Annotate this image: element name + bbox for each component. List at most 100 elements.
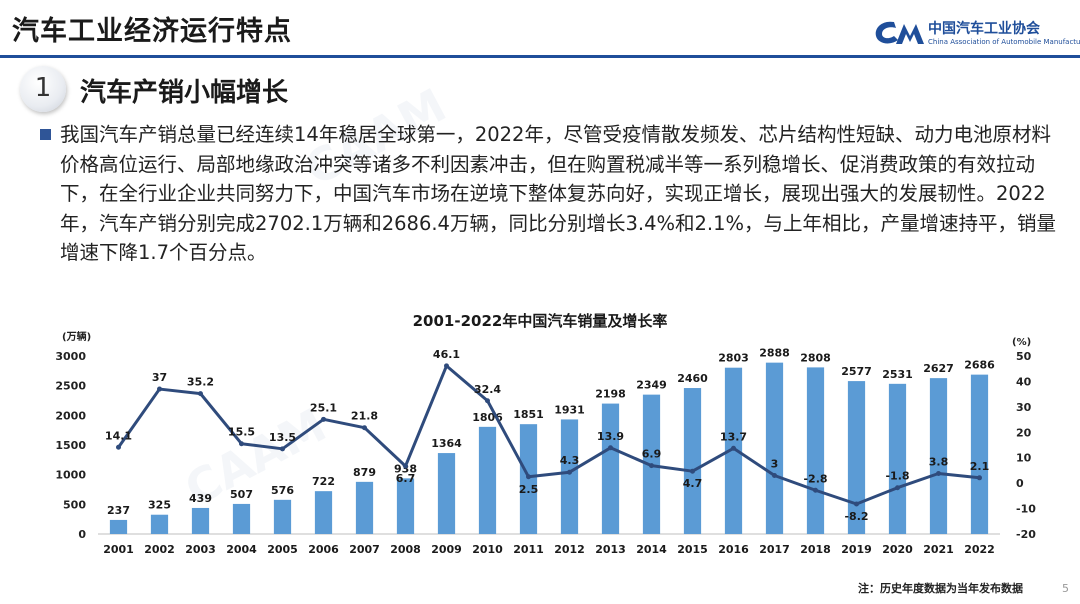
x-axis-tick: 2011 [513, 543, 544, 556]
growth-rate-point [567, 469, 572, 475]
section-heading: 1 汽车产销小幅增长 [0, 66, 600, 112]
left-axis-tick: 2000 [55, 409, 86, 422]
left-axis-tick: 500 [63, 498, 86, 511]
growth-rate-label: 6.7 [396, 472, 416, 485]
bullet-square-icon [40, 129, 51, 140]
x-axis-tick: 2002 [144, 543, 175, 556]
x-axis-tick: 2005 [267, 543, 298, 556]
growth-rate-label: -8.2 [844, 510, 868, 523]
growth-rate-point [157, 386, 162, 392]
sales-bar-label: 439 [189, 492, 212, 505]
x-axis-tick: 2006 [308, 543, 339, 556]
growth-rate-label: 3 [771, 458, 779, 471]
sales-bar [109, 519, 128, 534]
growth-rate-point [854, 501, 859, 507]
growth-rate-label: 13.9 [597, 430, 624, 443]
sales-bar [437, 453, 456, 534]
left-axis-tick: 1000 [55, 469, 86, 482]
sales-bar [765, 362, 784, 534]
growth-rate-label: 13.5 [269, 431, 296, 444]
right-axis-tick: 0 [1016, 477, 1024, 490]
growth-rate-point [649, 463, 654, 469]
body-paragraph: 我国汽车产销总量已经连续14年稳居全球第一，2022年，尽管受疫情散发频发、芯片… [60, 123, 1057, 264]
sales-bar-label: 2888 [759, 347, 790, 360]
sales-bar-label: 2460 [677, 372, 708, 385]
sales-bar-label: 576 [271, 484, 294, 497]
sales-bar [724, 367, 743, 534]
growth-rate-line [117, 364, 980, 506]
right-axis-tick: -10 [1016, 503, 1036, 516]
x-axis-tick: 2019 [841, 543, 872, 556]
growth-rate-label: 2.1 [970, 460, 990, 473]
sales-bar [355, 481, 374, 534]
right-axis-tick: -20 [1016, 528, 1036, 541]
footnote: 注：历史年度数据为当年发布数据 [858, 582, 1023, 595]
x-axis-tick: 2004 [226, 543, 257, 556]
growth-rate-label: 21.8 [351, 410, 378, 423]
sales-bar [314, 491, 333, 534]
growth-rate-label: 14.1 [105, 429, 132, 442]
growth-rate-label: 4.7 [683, 477, 703, 490]
caam-logo-icon [875, 21, 924, 44]
x-axis-tick: 2008 [390, 543, 421, 556]
sales-bar [232, 503, 251, 534]
x-axis-tick: 2018 [800, 543, 831, 556]
right-axis-tick: 40 [1016, 375, 1032, 388]
sales-bar [888, 383, 907, 534]
growth-rate-point [731, 445, 736, 451]
sales-growth-chart: 2001-2022年中国汽车销量及增长率(万辆) (%)0500100015002… [55, 312, 1036, 556]
right-axis-tick: 20 [1016, 426, 1032, 439]
sales-bar-label: 325 [148, 499, 171, 512]
sales-bar [560, 419, 579, 534]
sales-bar-label: 2803 [718, 352, 749, 365]
growth-rate-label: 46.1 [433, 348, 460, 361]
x-axis-tick: 2001 [103, 543, 134, 556]
sales-bar-label: 237 [107, 504, 130, 517]
growth-rate-label: 3.8 [929, 455, 949, 468]
growth-rate-point [444, 363, 449, 369]
sales-bar-label: 2577 [841, 365, 872, 378]
growth-rate-point [936, 470, 941, 476]
sales-bar [601, 403, 620, 534]
x-axis-tick: 2012 [554, 543, 585, 556]
x-axis-tick: 2009 [431, 543, 462, 556]
growth-rate-point [977, 475, 982, 481]
sales-bar [396, 478, 415, 534]
growth-rate-point [198, 391, 203, 397]
sales-bar [929, 378, 948, 534]
section-number: 1 [34, 73, 52, 103]
growth-rate-label: 2.5 [519, 483, 539, 496]
growth-rate-point [772, 473, 777, 479]
sales-bar-label: 879 [353, 466, 376, 479]
sales-bar-label: 722 [312, 475, 335, 488]
right-axis-tick: 50 [1016, 350, 1032, 363]
section-title: 汽车产销小幅增长 [80, 78, 289, 108]
header-divider [0, 55, 1080, 58]
x-axis-tick: 2013 [595, 543, 626, 556]
sales-bar [273, 499, 292, 534]
growth-rate-point [280, 446, 285, 452]
logo-english-name: China Association of Automobile Manufact… [928, 38, 1080, 46]
right-axis-tick: 30 [1016, 401, 1032, 414]
growth-rate-point [239, 441, 244, 447]
sales-bar [191, 507, 210, 534]
slide-title: 汽车工业经济运行特点 [12, 16, 292, 47]
x-axis-tick: 2022 [964, 543, 995, 556]
growth-rate-point [116, 444, 121, 450]
growth-rate-point [526, 474, 531, 480]
x-axis-tick: 2017 [759, 543, 790, 556]
sales-bar-label: 1931 [554, 403, 585, 416]
growth-rate-point [895, 485, 900, 491]
sales-bar [150, 514, 169, 534]
logo-chinese-name: 中国汽车工业协会 [928, 21, 1040, 37]
sales-bar-label: 2349 [636, 379, 667, 392]
growth-rate-point [690, 468, 695, 474]
x-axis-tick: 2021 [923, 543, 954, 556]
right-axis-tick: 10 [1016, 452, 1032, 465]
growth-rate-point [608, 445, 613, 451]
growth-rate-label: -1.8 [885, 470, 909, 483]
growth-rate-label: 15.5 [228, 426, 255, 439]
x-axis-tick: 2007 [349, 543, 380, 556]
growth-rate-point [403, 463, 408, 469]
growth-rate-label: 35.2 [187, 376, 214, 389]
